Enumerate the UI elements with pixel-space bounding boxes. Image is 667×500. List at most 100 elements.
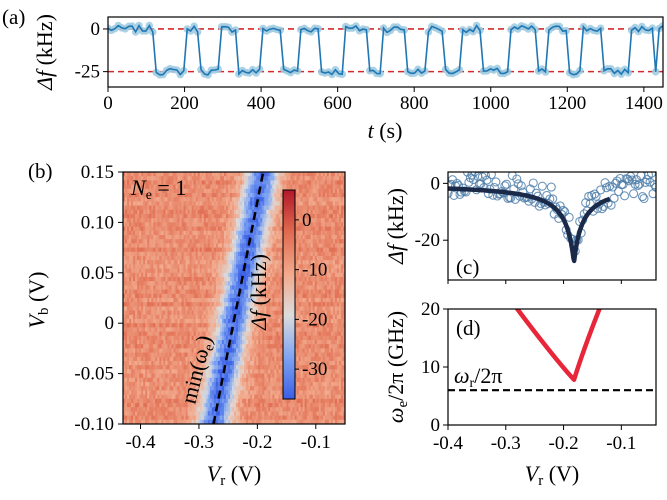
heatmap-cell (310, 340, 314, 345)
heatmap-cell (300, 239, 304, 244)
heatmap-cell (328, 314, 332, 320)
heatmap-cell (268, 222, 271, 228)
heatmap-cell (191, 201, 195, 207)
heatmap-cell (268, 176, 271, 181)
heatmap-cell (191, 260, 195, 265)
heatmap-cell (147, 344, 150, 349)
heatmap-cell (225, 180, 229, 186)
heatmap-cell (151, 344, 154, 349)
heatmap-cell (173, 327, 177, 333)
heatmap-cell (306, 218, 310, 223)
heatmap-cell (274, 272, 277, 278)
heatmap-cell (231, 344, 235, 349)
heatmap-cell (256, 176, 259, 181)
heatmap-cell (159, 214, 162, 219)
heatmap-cell (151, 264, 154, 270)
heatmap-cell (139, 218, 142, 223)
heatmap-cell (147, 205, 150, 211)
heatmap-cell (308, 172, 312, 177)
heatmap-cell (155, 205, 158, 211)
heatmap-cell (264, 264, 267, 270)
heatmap-cell (326, 260, 330, 265)
heatmap-cell (326, 264, 330, 270)
heatmap-cell (173, 352, 177, 358)
heatmap-cell (213, 272, 217, 278)
heatmap-cell (197, 340, 201, 345)
heatmap-cell (256, 193, 259, 198)
heatmap-cell (308, 331, 312, 337)
heatmap-cell (332, 306, 336, 312)
heatmap-cell (248, 289, 251, 295)
heatmap-cell (326, 277, 330, 282)
heatmap-cell (248, 214, 251, 219)
heatmap-cell (340, 327, 344, 333)
heatmap-cell (266, 222, 269, 228)
heatmap-cell (133, 235, 136, 240)
heatmap-cell (332, 289, 336, 295)
heatmap-cell (252, 281, 255, 286)
heatmap-cell (151, 226, 154, 232)
heatmap-cell (187, 239, 191, 244)
heatmap-cell (278, 235, 282, 240)
heatmap-cell (159, 256, 162, 261)
heatmap-cell (238, 327, 241, 333)
heatmap-cell (330, 272, 334, 278)
heatmap-cell (215, 289, 219, 295)
heatmap-cell (125, 340, 128, 345)
heatmap-cell (225, 306, 229, 312)
heatmap-cell (266, 281, 269, 286)
heatmap-cell (304, 344, 308, 349)
heatmap-cell (199, 188, 203, 194)
heatmap-cell (165, 209, 168, 215)
heatmap-cell (161, 306, 164, 312)
heatmap-cell (266, 264, 269, 270)
heatmap-cell (338, 264, 342, 270)
heatmap-cell (225, 239, 229, 244)
heatmap-cell (270, 277, 273, 282)
heatmap-cell (135, 285, 138, 291)
heatmap-cell (193, 214, 197, 219)
heatmap-cell (161, 277, 164, 282)
heatmap-cell (139, 306, 142, 312)
heatmap-cell (302, 239, 306, 244)
heatmap-cell (147, 235, 150, 240)
heatmap-cell (280, 193, 284, 198)
heatmap-cell (137, 293, 140, 299)
heatmap-cell (131, 172, 134, 177)
heatmap-cell (330, 176, 334, 181)
heatmap-cell (153, 184, 156, 190)
heatmap-cell (229, 205, 233, 211)
heatmap-cell (231, 352, 235, 358)
heatmap-cell (306, 264, 310, 270)
heatmap-cell (258, 180, 261, 186)
heatmap-cell (191, 235, 195, 240)
heatmap-cell (280, 327, 284, 333)
heatmap-cell (304, 310, 308, 316)
heatmap-cell (203, 260, 207, 265)
heatmap-cell (244, 348, 247, 354)
heatmap-cell (161, 302, 164, 307)
heatmap-cell (215, 340, 219, 345)
heatmap-cell (318, 302, 322, 307)
heatmap-cell (266, 268, 269, 274)
heatmap-cell (322, 302, 326, 307)
heatmap-cell (153, 289, 156, 295)
heatmap-cell (191, 222, 195, 228)
heatmap-cell (157, 176, 160, 181)
heatmap-cell (173, 184, 177, 190)
heatmap-cell (262, 218, 265, 223)
heatmap-cell (336, 256, 340, 261)
heatmap-cell (169, 209, 173, 215)
heatmap-cell (250, 239, 253, 244)
heatmap-cell (276, 251, 279, 257)
heatmap-cell (149, 314, 152, 320)
heatmap-cell (225, 243, 229, 249)
heatmap-cell (278, 209, 282, 215)
heatmap-cell (159, 310, 162, 316)
heatmap-cell (125, 226, 128, 232)
heatmap-cell (195, 205, 199, 211)
heatmap-cell (260, 256, 263, 261)
heatmap-cell (171, 197, 175, 202)
heatmap-cell (264, 289, 267, 295)
heatmap-cell (187, 222, 191, 228)
